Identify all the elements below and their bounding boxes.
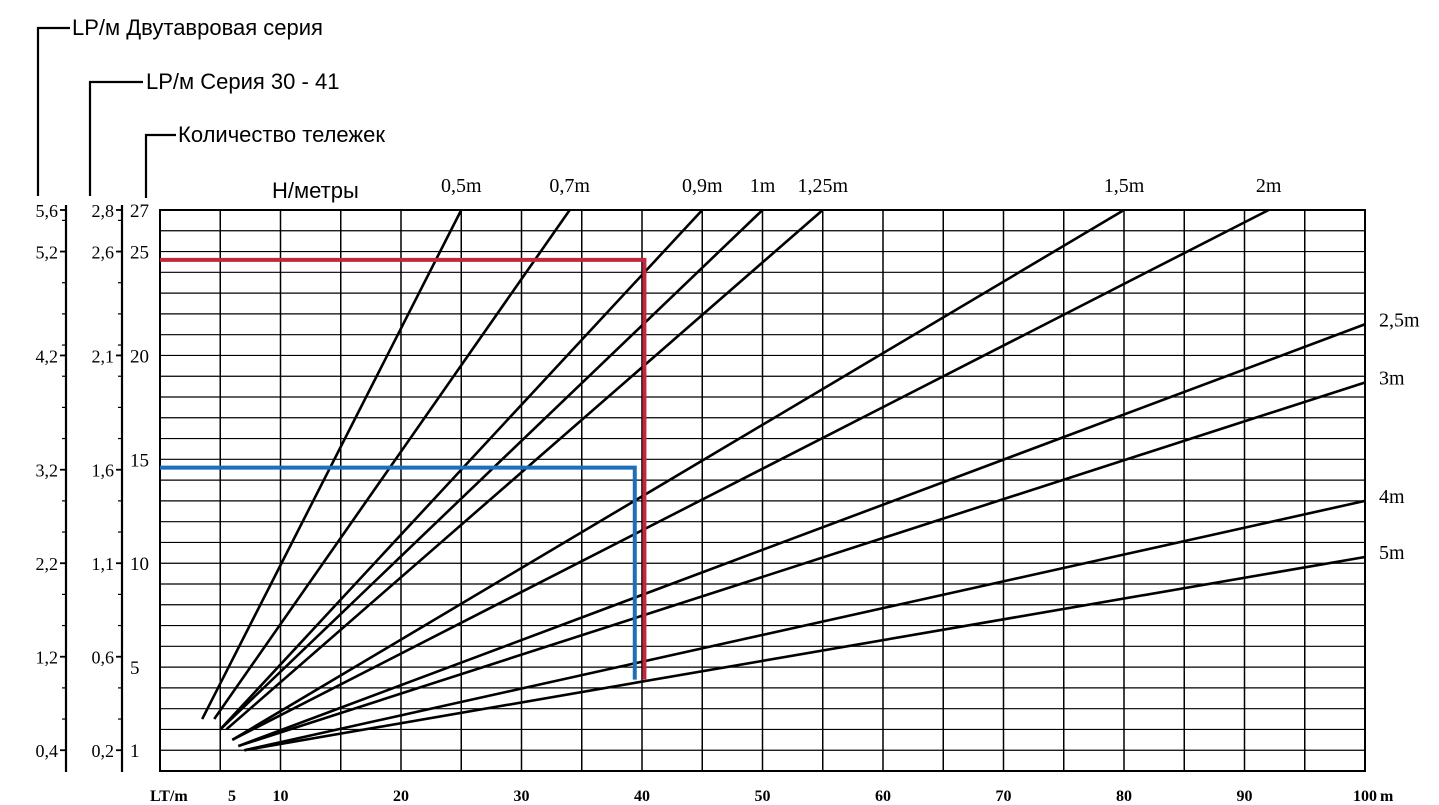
tick-label-trolleys: 5	[130, 658, 140, 679]
label-trolleys: Количество тележек	[178, 122, 385, 147]
curve-1-5m	[231, 208, 1125, 741]
tick-label-trolleys: 27	[130, 201, 149, 222]
tick-label-ibeam: 0,4	[36, 741, 59, 761]
tick-label-trolleys: 1	[130, 741, 140, 762]
curves-title: Н/метры	[272, 178, 359, 203]
tick-label-trolleys: 10	[130, 554, 149, 575]
axis-series: 0,2 0,6 1,1 1,6 2,1 2,6 2,8	[92, 201, 124, 772]
header-labels: LP/м Двутавровая серия LP/м Серия 30 - 4…	[36, 15, 385, 198]
x-tick-label: 50	[755, 788, 771, 805]
x-tick-label: 20	[393, 788, 409, 805]
annotations	[160, 257, 647, 680]
tick-label-trolleys: 20	[130, 346, 149, 367]
tick-label-series: 2,8	[92, 201, 115, 221]
x-axis-label: LT/m	[150, 788, 188, 805]
x-tick-label: 5	[228, 788, 236, 805]
bracket-ibeam	[36, 26, 70, 196]
x-tick-label: 30	[514, 788, 530, 805]
curve-0-7m	[213, 209, 571, 720]
x-axis-unit: m	[1380, 788, 1394, 805]
annotation-line	[160, 257, 647, 680]
tick-label-trolleys: 15	[130, 450, 149, 471]
curve-label: 0,7m	[549, 175, 590, 197]
bracket-series	[88, 80, 143, 196]
curve-1-25m	[225, 209, 824, 731]
tick-label-series: 2,1	[92, 346, 115, 366]
curve-2-5m	[237, 323, 1366, 748]
curve-label: 0,5m	[441, 175, 482, 197]
tick-label-ibeam: 5,6	[36, 201, 59, 221]
curve-3m	[237, 381, 1366, 748]
curve-label: 1,25m	[797, 175, 848, 197]
curve-label: 1,5m	[1104, 175, 1145, 197]
bracket-trolleys	[144, 133, 176, 198]
x-tick-label: 10	[273, 788, 289, 805]
curve-label: 5m	[1379, 542, 1405, 564]
curve-1m	[219, 209, 764, 731]
x-tick-label: 90	[1237, 788, 1253, 805]
curve-label: 2,5m	[1379, 309, 1420, 331]
tick-label-ibeam: 3,2	[36, 461, 59, 481]
axis-ibeam: 0,4 1,2 2,2 3,2 4,2 5,2 5,6	[36, 201, 68, 772]
x-tick-label: 100	[1353, 788, 1377, 805]
tick-label-series: 2,6	[92, 243, 115, 263]
x-tick-label: 40	[634, 788, 650, 805]
curve-label: 0,9m	[682, 175, 723, 197]
tick-label-ibeam: 4,2	[36, 346, 59, 366]
tick-label-ibeam: 1,2	[36, 648, 59, 668]
x-tick-label: 70	[996, 788, 1012, 805]
label-series: LP/м Серия 30 - 41	[146, 69, 339, 94]
curves	[201, 208, 1366, 752]
curve-label: 4m	[1379, 486, 1405, 508]
tick-label-series: 0,2	[92, 741, 115, 761]
curve-0-5m	[201, 209, 463, 720]
tick-label-trolleys: 25	[130, 243, 149, 264]
annotation-line	[160, 465, 637, 680]
tick-label-series: 1,1	[92, 554, 115, 574]
x-tick-label: 80	[1116, 788, 1132, 805]
curve-label: 1m	[750, 175, 776, 197]
grid	[160, 210, 1365, 771]
curve-4m	[244, 499, 1366, 752]
tick-label-series: 1,6	[92, 461, 115, 481]
tick-label-ibeam: 2,2	[36, 554, 59, 574]
curve-0-9m	[219, 209, 704, 731]
tick-label-series: 0,6	[92, 648, 115, 668]
curve-label: 3m	[1379, 367, 1405, 389]
x-axis: 5 10 20 30 40 50 60 70 80 90 100	[228, 788, 1377, 805]
curve-5m	[244, 555, 1366, 752]
curve-2m	[231, 208, 1270, 741]
tick-label-ibeam: 5,2	[36, 243, 59, 263]
label-ibeam: LP/м Двутавровая серия	[72, 15, 323, 40]
curve-labels: 0,5m 0,7m 0,9m 1m 1,25m 1,5m 2m 2,5m 3m 4m 5m	[441, 175, 1420, 564]
curve-label: 2m	[1256, 175, 1282, 197]
x-tick-label: 60	[875, 788, 891, 805]
